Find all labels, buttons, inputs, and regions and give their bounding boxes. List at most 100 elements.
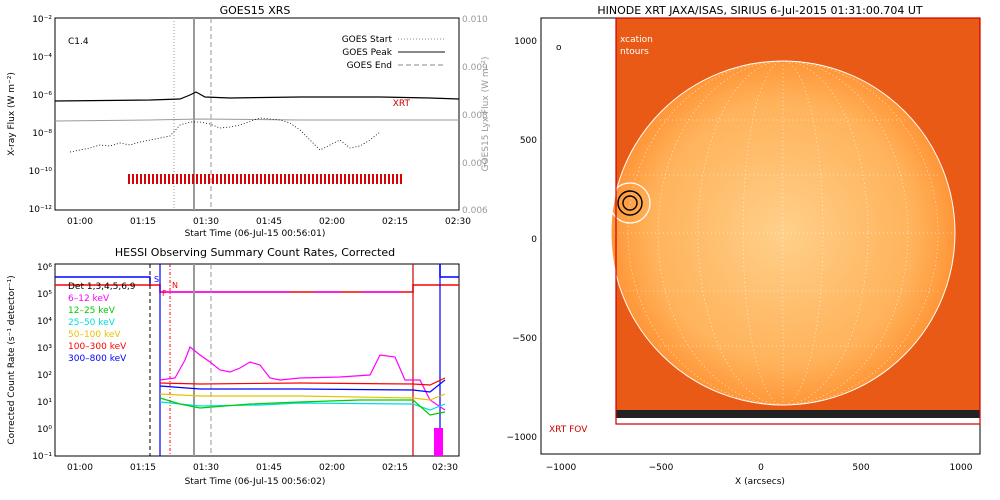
hessi-legend-12-25: 12–25 keV bbox=[68, 306, 116, 316]
goes-left-tick: 10⁻¹² bbox=[29, 205, 53, 215]
xrt-xlabel: X (arcsecs) bbox=[735, 477, 785, 487]
xrt-panel: HINODE XRT JAXA/ISAS, SIRIUS 6-Jul-2015 … bbox=[507, 4, 981, 487]
goes-right-tick: 0.010 bbox=[462, 15, 488, 25]
legend-goes-end: GOES End bbox=[347, 61, 392, 71]
goes-title: GOES15 XRS bbox=[220, 4, 291, 17]
hessi-curve-25-50 bbox=[159, 401, 446, 411]
goes-x-tick: 02:15 bbox=[382, 217, 408, 227]
xrt-image bbox=[609, 18, 980, 418]
goes-class-label: C1.4 bbox=[68, 37, 89, 47]
hessi-y-tick: 10¹ bbox=[37, 398, 52, 408]
goes-left-tick: 10⁻⁸ bbox=[32, 129, 52, 139]
xrt-x-tick: 1000 bbox=[950, 463, 973, 473]
hessi-x-tick: 01:45 bbox=[256, 463, 282, 473]
goes-xrt-label: XRT bbox=[393, 99, 411, 109]
hessi-y-ticks: 10⁶ 10⁵ 10⁴ 10³ 10² 10¹ 10⁰ 10⁻¹ bbox=[32, 263, 52, 462]
goes-gray-curve bbox=[54, 118, 459, 122]
xrt-x-tick: 500 bbox=[852, 463, 869, 473]
goes-left-tick: 10⁻⁴ bbox=[32, 53, 52, 63]
goes-x-ticks: 01:00 01:15 01:30 01:45 02:00 02:15 02:3… bbox=[67, 217, 471, 227]
hessi-legend-100-300: 100–300 keV bbox=[68, 342, 127, 352]
legend-goes-start: GOES Start bbox=[342, 35, 393, 45]
hessi-curve-50-100 bbox=[159, 393, 446, 401]
hessi-x-ticks: 01:00 01:15 01:30 01:45 02:00 02:15 02:3… bbox=[67, 463, 458, 473]
goes-right-ticks: 0.010 0.009 0.008 0.007 0.006 bbox=[462, 15, 488, 216]
ccd-edge-band bbox=[616, 410, 980, 418]
xrt-y-tick: 1000 bbox=[514, 37, 537, 47]
xrt-title: HINODE XRT JAXA/ISAS, SIRIUS 6-Jul-2015 … bbox=[597, 4, 923, 17]
active-region-contours-inner bbox=[622, 195, 638, 211]
goes-x-tick: 01:00 bbox=[67, 217, 93, 227]
hessi-curve-12-25 bbox=[159, 397, 446, 416]
xrt-y-tick: 0 bbox=[531, 235, 537, 245]
xrt-fov-label: XRT FOV bbox=[549, 425, 588, 435]
xrt-y-tick: −500 bbox=[512, 334, 537, 344]
hessi-flag-s-line bbox=[55, 276, 151, 286]
hessi-x-tick: 02:00 bbox=[319, 463, 345, 473]
goes-x-tick: 02:00 bbox=[319, 217, 345, 227]
hessi-attenuator-bar bbox=[434, 428, 443, 456]
xrt-top-text-2: ntours bbox=[620, 47, 649, 57]
goes-black-curve bbox=[54, 91, 460, 102]
hessi-detectors: Det 1,3,4,5,6,9 bbox=[68, 282, 136, 292]
hessi-x-tick: 02:15 bbox=[382, 463, 408, 473]
hessi-legend-25-50: 25–50 keV bbox=[68, 318, 116, 328]
hessi-curve-300-800 bbox=[159, 379, 446, 393]
goes-ylabel-right: GOES15 Lyx Flux (W m⁻²) bbox=[481, 57, 491, 172]
hessi-y-tick: 10⁵ bbox=[37, 290, 52, 300]
xrt-observation-bars bbox=[128, 174, 402, 184]
hessi-ylabel: Corrected Count Rate (s⁻¹ detector⁻¹) bbox=[7, 275, 17, 444]
goes-left-ticks: 10⁻² 10⁻⁴ 10⁻⁶ 10⁻⁸ 10⁻¹⁰ 10⁻¹² bbox=[29, 15, 53, 215]
xrt-x-tick: −500 bbox=[649, 463, 674, 473]
hessi-curve-6-12 bbox=[159, 346, 446, 411]
goes-right-tick: 0.008 bbox=[462, 111, 488, 121]
goes-x-tick: 02:30 bbox=[445, 217, 471, 227]
xrt-fov-box bbox=[615, 17, 981, 425]
goes-right-tick: 0.007 bbox=[462, 159, 488, 169]
goes-panel: GOES15 XRS 10⁻² 10⁻⁴ 10⁻⁶ 10⁻⁸ 10⁻¹⁰ 10⁻… bbox=[7, 4, 491, 239]
active-region-circle bbox=[609, 182, 651, 224]
goes-left-tick: 10⁻² bbox=[32, 15, 52, 25]
goes-right-tick: 0.009 bbox=[462, 63, 488, 73]
hessi-flag-n: N bbox=[172, 281, 178, 290]
xrt-y-tick: −1000 bbox=[507, 433, 538, 443]
xrt-x-tick: −1000 bbox=[546, 463, 577, 473]
hessi-y-tick: 10³ bbox=[37, 344, 52, 354]
xrt-top-text-1: xcation bbox=[620, 35, 653, 45]
hessi-title: HESSI Observing Summary Count Rates, Cor… bbox=[115, 246, 395, 259]
hessi-y-tick: 10⁶ bbox=[37, 263, 52, 273]
goes-plot-frame bbox=[54, 17, 460, 211]
hessi-legend-300-800: 300–800 keV bbox=[68, 354, 127, 364]
legend-goes-peak: GOES Peak bbox=[342, 48, 392, 58]
goes-x-tick: 01:30 bbox=[193, 217, 219, 227]
goes-x-tick: 01:45 bbox=[256, 217, 282, 227]
hessi-xlabel: Start Time (06-Jul-15 00:56:02) bbox=[185, 477, 326, 487]
hessi-flag-s-line-2 bbox=[439, 264, 459, 278]
hessi-y-tick: 10⁴ bbox=[37, 317, 52, 327]
hessi-legend-6-12: 6–12 keV bbox=[68, 294, 110, 304]
hessi-flag-s: S bbox=[154, 275, 159, 284]
goes-xlabel: Start Time (06-Jul-15 00:56:01) bbox=[185, 229, 326, 239]
xrt-y-ticks: 1000 500 0 −500 −1000 bbox=[507, 37, 538, 443]
goes-ylabel-left: X-ray Flux (W m⁻²) bbox=[7, 72, 17, 156]
hessi-y-tick: 10² bbox=[37, 371, 52, 381]
heliographic-grid bbox=[611, 60, 955, 406]
xrt-y-tick: 500 bbox=[520, 136, 537, 146]
hessi-legend: 6–12 keV 12–25 keV 25–50 keV 50–100 keV … bbox=[68, 294, 127, 364]
active-region-contours bbox=[617, 190, 643, 216]
hessi-panel: HESSI Observing Summary Count Rates, Cor… bbox=[7, 246, 460, 487]
goes-legend: GOES Start GOES Peak GOES End bbox=[342, 35, 445, 71]
xrt-small-mark: o bbox=[556, 43, 562, 53]
hessi-x-tick: 02:30 bbox=[432, 463, 458, 473]
hessi-x-tick: 01:00 bbox=[67, 463, 93, 473]
hessi-legend-50-100: 50–100 keV bbox=[68, 330, 121, 340]
xrt-x-ticks: −1000 −500 0 500 1000 bbox=[546, 463, 973, 473]
hessi-x-tick: 01:15 bbox=[130, 463, 156, 473]
goes-right-tick: 0.006 bbox=[462, 206, 488, 216]
goes-x-tick: 01:15 bbox=[130, 217, 156, 227]
hessi-x-tick: 01:30 bbox=[193, 463, 219, 473]
goes-left-tick: 10⁻¹⁰ bbox=[29, 167, 53, 177]
xrt-x-tick: 0 bbox=[758, 463, 764, 473]
hessi-y-tick: 10⁻¹ bbox=[32, 452, 52, 462]
